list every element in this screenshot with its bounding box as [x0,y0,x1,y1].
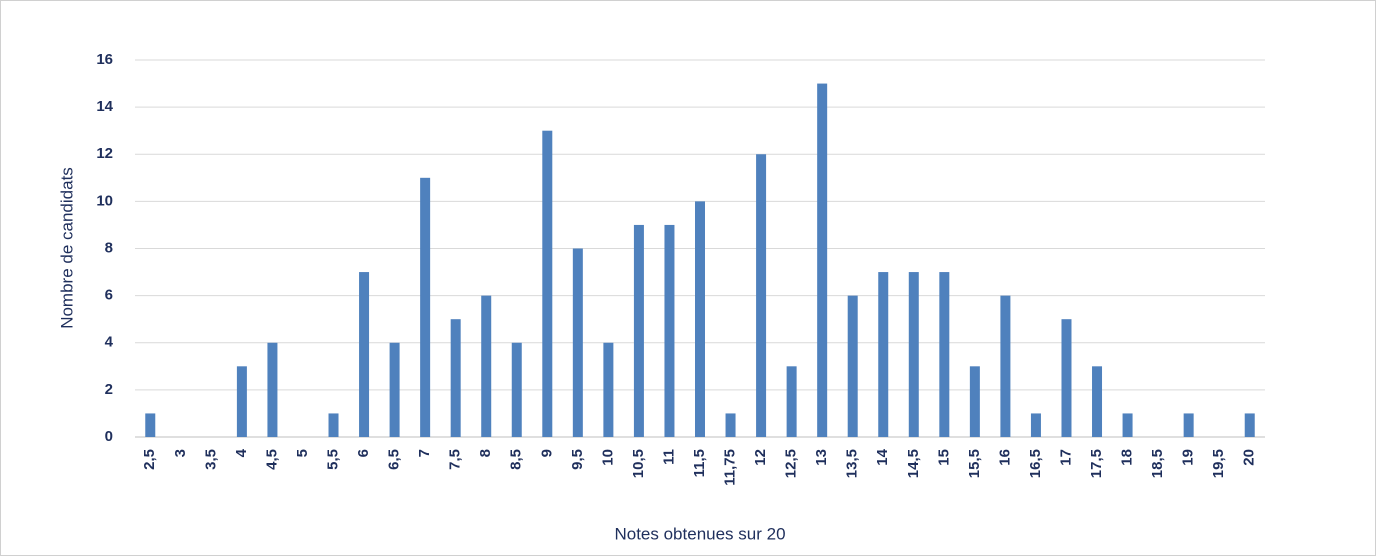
bar [908,272,919,437]
bar [328,413,339,437]
bar [1030,413,1041,437]
x-axis-title: Notes obtenues sur 20 [614,524,785,543]
bar [359,272,370,437]
bar [603,342,614,437]
x-tick-label: 4 [233,448,250,457]
y-tick-label: 6 [105,287,113,304]
bar [1092,366,1103,437]
bar [633,224,644,437]
bar [1061,319,1072,437]
bar [450,319,461,437]
bar [786,366,797,437]
x-tick-label: 11,75 [722,449,739,486]
x-tick-label: 4,5 [263,449,280,470]
x-tick-label: 5,5 [324,449,341,470]
y-tick-label: 16 [96,51,113,68]
bar [1000,295,1011,437]
x-tick-label: 16 [996,449,1013,466]
bar [756,154,767,437]
x-tick-label: 18 [1119,449,1136,466]
bar [847,295,858,437]
x-tick-label: 14 [874,448,891,465]
y-tick-label: 10 [96,192,113,209]
x-tick-label: 8 [477,449,494,457]
bar [236,366,247,437]
bar [939,272,950,437]
bar [969,366,980,437]
y-tick-label: 0 [105,428,113,445]
bar [1244,413,1255,437]
bar [1122,413,1133,437]
bar [572,248,583,437]
bar [664,224,675,437]
x-tick-label: 6,5 [386,449,403,470]
y-tick-label: 8 [105,239,113,256]
y-tick-label: 2 [105,381,113,398]
x-tick-label: 3 [172,449,189,457]
bar [542,130,553,437]
x-tick-label: 5 [294,449,311,457]
x-tick-label: 15 [935,449,952,466]
x-tick-label: 20 [1241,449,1258,466]
bar [725,413,736,437]
x-tick-label: 12 [752,449,769,466]
bar [481,295,492,437]
x-tick-label: 8,5 [508,449,525,470]
bar [389,342,400,437]
x-tick-label: 7 [416,449,433,457]
bar [420,177,431,437]
x-tick-label: 17,5 [1088,449,1105,478]
bar [267,342,278,437]
x-tick-label: 14,5 [905,449,922,478]
x-tick-label: 19,5 [1210,449,1227,478]
bar [145,413,156,437]
x-tick-label: 13,5 [844,449,861,478]
x-tick-label: 17 [1057,449,1074,466]
x-tick-label: 3,5 [202,449,219,470]
x-tick-label: 18,5 [1149,449,1166,478]
x-tick-label: 13 [813,449,830,466]
y-axis-title: Nombre de candidats [57,167,76,329]
bar [1183,413,1194,437]
x-tick-label: 10,5 [630,449,647,478]
bar [511,342,522,437]
x-tick-label: 9 [538,449,555,457]
y-tick-label: 4 [105,334,114,351]
bar [817,83,828,437]
y-tick-label: 12 [96,145,113,162]
x-tick-label: 15,5 [966,449,983,478]
x-tick-label: 9,5 [569,449,586,470]
x-tick-label: 19 [1180,449,1197,466]
x-tick-label: 12,5 [783,449,800,478]
bar [878,272,889,437]
x-tick-label: 6 [355,449,372,457]
x-tick-label: 11 [660,449,677,465]
x-tick-label: 2,5 [141,449,158,470]
y-tick-label: 14 [96,98,113,115]
x-tick-label: 7,5 [447,449,464,470]
x-tick-label: 11,5 [691,449,708,477]
x-tick-label: 10 [599,449,616,466]
bar [695,201,705,437]
x-tick-label: 16,5 [1027,449,1044,478]
